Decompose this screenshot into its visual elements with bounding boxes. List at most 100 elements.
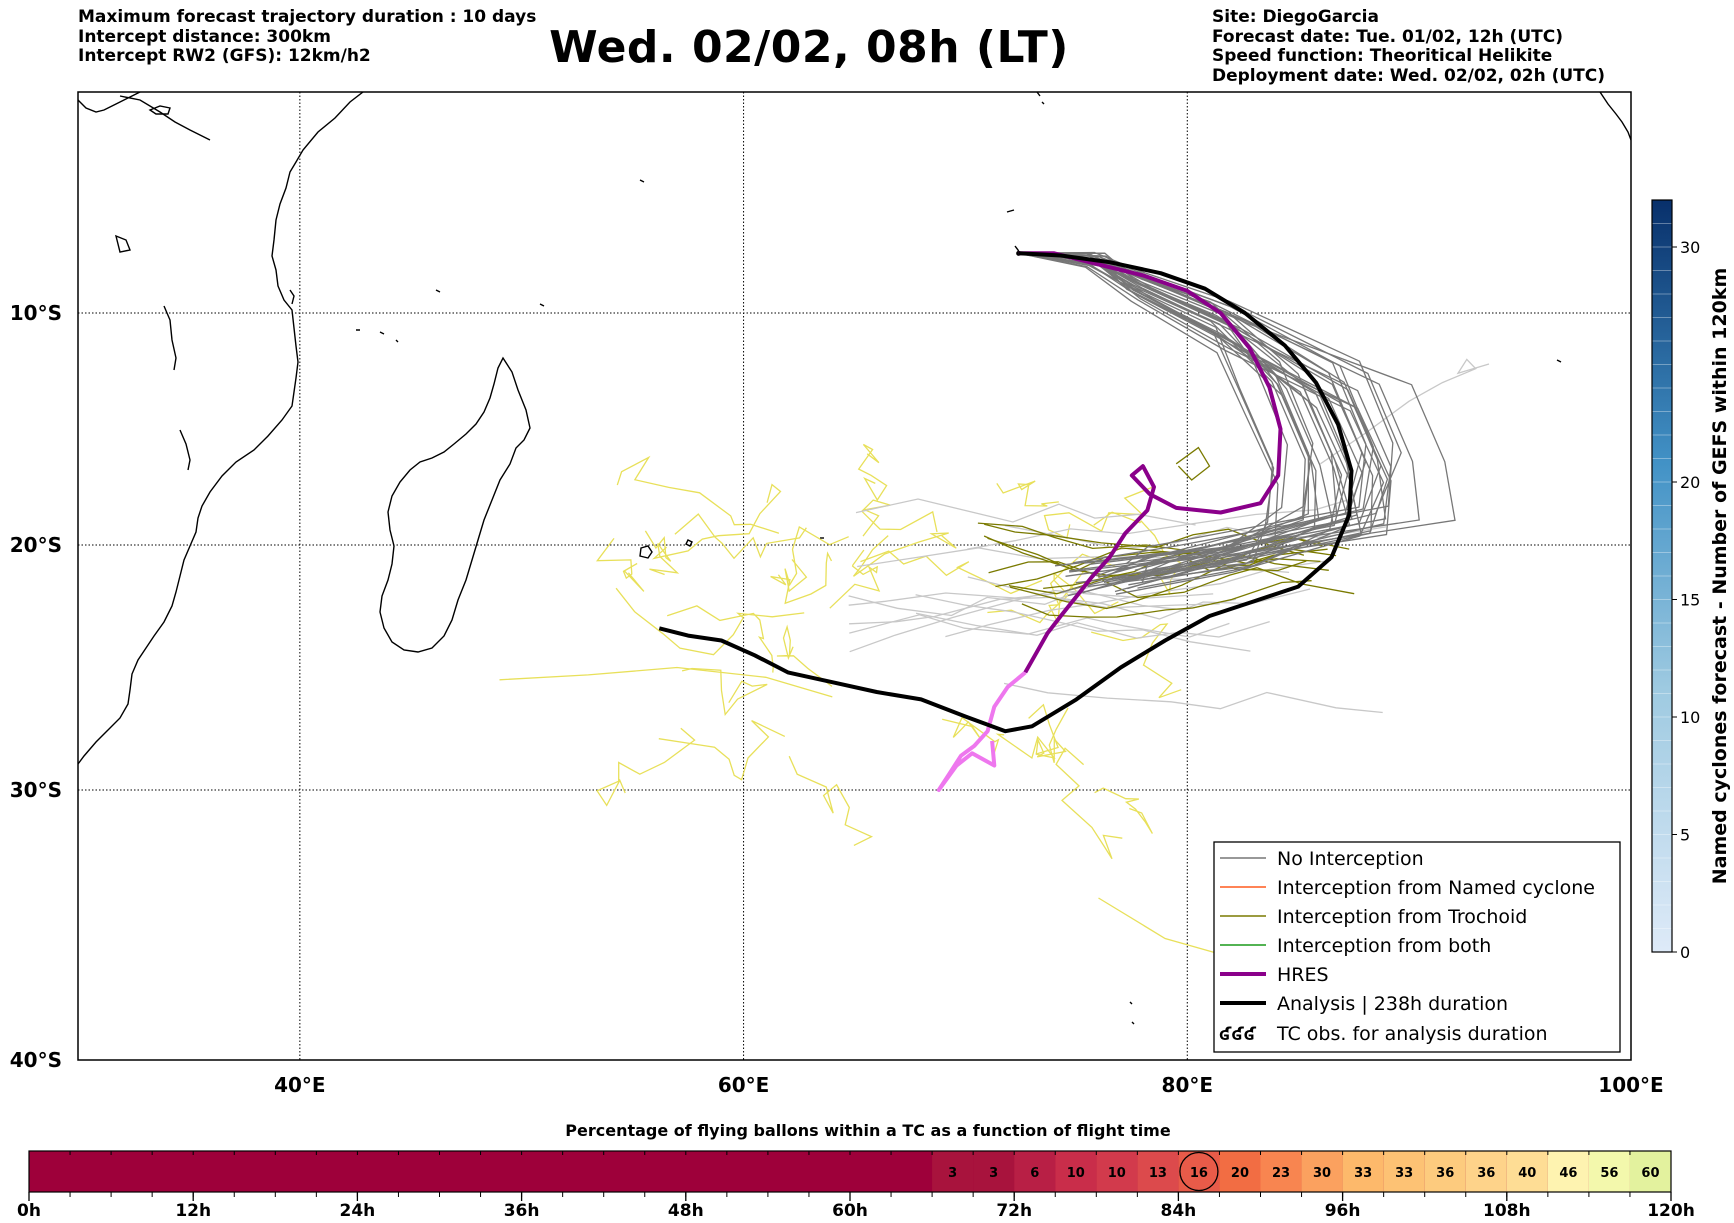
lon-tick-label: 60°E xyxy=(718,1073,770,1097)
tc-symbol-icon: ʛʛʛ xyxy=(1219,1024,1257,1045)
bottom-bar-cell xyxy=(1465,1151,1507,1192)
legend-label-tc-obs: TC obs. for analysis duration xyxy=(1276,1023,1548,1045)
colorbar-tick-label: 10 xyxy=(1680,708,1700,727)
bottom-bar-cell xyxy=(1219,1151,1261,1192)
legend-label-both: Interception from both xyxy=(1277,935,1491,957)
bottom-bar-cell-value: 40 xyxy=(1518,1166,1536,1181)
no-interception-track xyxy=(1018,252,1389,593)
bottom-percentage-bar: Percentage of flying ballons within a TC… xyxy=(17,1121,1695,1221)
madagascar-coastline xyxy=(379,356,531,653)
bottom-bar-hour-label: 96h xyxy=(1325,1201,1361,1221)
bottom-bar-cell xyxy=(1424,1151,1466,1192)
bottom-bar-cell-value: 60 xyxy=(1641,1166,1659,1181)
yellow-member-track xyxy=(596,727,696,807)
light-gray-member-track xyxy=(1320,358,1490,465)
light-gray-member-track xyxy=(945,559,1332,638)
hres-late-track xyxy=(936,670,1027,792)
bottom-bar-cell-value: 3 xyxy=(948,1166,957,1181)
colorbar-tick-label: 30 xyxy=(1680,238,1700,257)
lake-malawi xyxy=(179,429,191,471)
bottom-bar-cell xyxy=(1137,1151,1179,1192)
bottom-bar-cell xyxy=(1260,1151,1302,1192)
yellow-member-track xyxy=(616,455,780,534)
bottom-bar-cell xyxy=(1506,1151,1548,1192)
main-title-wrapper: Wed. 02/02, 08h (LT) xyxy=(0,22,1734,73)
bottom-bar-hour-label: 72h xyxy=(996,1201,1032,1221)
comoros-islands xyxy=(356,329,399,343)
header-left-info: Maximum forecast trajectory duration : 1… xyxy=(78,7,536,67)
bottom-bar-cell xyxy=(1096,1151,1138,1192)
mozambique-lakes xyxy=(163,305,177,371)
yellow-member-track xyxy=(829,549,881,609)
yellow-member-track xyxy=(784,526,849,593)
yellow-member-track xyxy=(674,513,807,560)
light-gray-member-track xyxy=(855,498,1196,526)
legend-label-analysis: Analysis | 238h duration xyxy=(1277,993,1508,1015)
colorbar-label: Named cyclones forecast - Number of GEFS… xyxy=(1709,268,1731,885)
colorbar-tick-label: 5 xyxy=(1680,826,1690,845)
legend-label-named-cyclone: Interception from Named cyclone xyxy=(1277,877,1595,899)
bottom-bar-hour-label: 24h xyxy=(340,1201,376,1221)
light-gray-member-track xyxy=(849,614,1230,638)
bottom-bar-cell xyxy=(1547,1151,1589,1192)
colorbar-frame xyxy=(1651,199,1673,953)
no-interception-track xyxy=(1018,252,1279,597)
bottom-bar-cells: 3 3 6 10 10 13 16 20 23 30 33 33 36 36 40 46 56 60 xyxy=(932,1151,1671,1192)
bottom-bar-cell xyxy=(1342,1151,1384,1192)
bottom-bar-cell-value: 16 xyxy=(1190,1166,1208,1181)
zanzibar-island xyxy=(289,289,295,305)
bottom-bar-cell-value: 36 xyxy=(1477,1166,1495,1181)
yellow-member-track xyxy=(1094,787,1153,834)
bottom-bar-cell-value: 46 xyxy=(1559,1166,1577,1181)
colorbar-right: 0 5 10 15 20 30 Named cyclones forecast - Num… xyxy=(1651,199,1731,962)
lat-tick-label: 40°S xyxy=(10,1048,62,1072)
yellow-member-track xyxy=(1035,707,1069,763)
trochoid-interception-track xyxy=(977,522,1350,554)
trochoid-interception-track xyxy=(1175,446,1211,481)
no-interception-track xyxy=(1018,252,1385,595)
light-gray-member-track xyxy=(967,498,1353,550)
bottom-bar-cell-value: 10 xyxy=(1067,1166,1085,1181)
yellow-member-track xyxy=(852,532,957,577)
bottom-bar-hour-label: 36h xyxy=(504,1201,540,1221)
lon-tick-label: 80°E xyxy=(1162,1073,1214,1097)
colorbar-bands xyxy=(1652,223,1672,929)
socotra-island xyxy=(148,105,171,115)
bottom-bar-cell-value: 6 xyxy=(1030,1166,1039,1181)
bottom-bar-hour-label: 60h xyxy=(832,1201,868,1221)
seychelles-islands xyxy=(435,179,645,307)
colorbar-gradient xyxy=(1652,200,1672,952)
bottom-bar-cell-value: 3 xyxy=(989,1166,998,1181)
header-left-line: Intercept distance: 300km xyxy=(78,26,331,47)
bottom-bar-title: Percentage of flying ballons within a TC… xyxy=(565,1121,1171,1140)
yellow-member-track xyxy=(651,483,782,560)
mauritius-island xyxy=(639,545,653,559)
yellow-member-track xyxy=(860,499,938,537)
header-right-line: Site: DiegoGarcia xyxy=(1212,7,1379,27)
legend-label-no-interception: No Interception xyxy=(1277,848,1424,870)
horn-coast xyxy=(119,95,211,141)
colorbar-tick-label: 15 xyxy=(1680,591,1700,610)
bottom-bar-cell xyxy=(973,1151,1015,1192)
cocos-islands xyxy=(1556,359,1562,363)
bottom-bar-cell-value: 23 xyxy=(1272,1166,1290,1181)
yellow-member-track xyxy=(1043,485,1155,540)
bottom-bar-hour-label: 84h xyxy=(1161,1201,1197,1221)
bottom-bar-cell xyxy=(1301,1151,1343,1192)
lat-tick-label: 20°S xyxy=(10,533,62,557)
map-content xyxy=(78,92,1631,1060)
yellow-member-track xyxy=(996,480,1059,507)
bottom-bar-hour-label: 0h xyxy=(17,1201,41,1221)
bottom-bar-cell-value: 36 xyxy=(1436,1166,1454,1181)
bottom-bar-cell xyxy=(932,1151,974,1192)
lat-tick-label: 30°S xyxy=(10,778,62,802)
bottom-bar-cell-value: 10 xyxy=(1108,1166,1126,1181)
legend-label-hres: HRES xyxy=(1277,964,1329,986)
yellow-member-track xyxy=(942,716,1000,758)
header-left-line: Intercept RW2 (GFS): 12km/h2 xyxy=(78,46,371,66)
yellow-member-track xyxy=(1093,511,1182,596)
bottom-bar-hour-ticks: 0h 12h 24h 36h 48h 60h 72h 84h 96h 108h 120h xyxy=(17,1192,1695,1221)
bottom-bar-hour-label: 48h xyxy=(668,1201,704,1221)
bottom-bar-cell xyxy=(1055,1151,1097,1192)
header-right-line: Deployment date: Wed. 02/02, 02h (UTC) xyxy=(1212,65,1606,86)
